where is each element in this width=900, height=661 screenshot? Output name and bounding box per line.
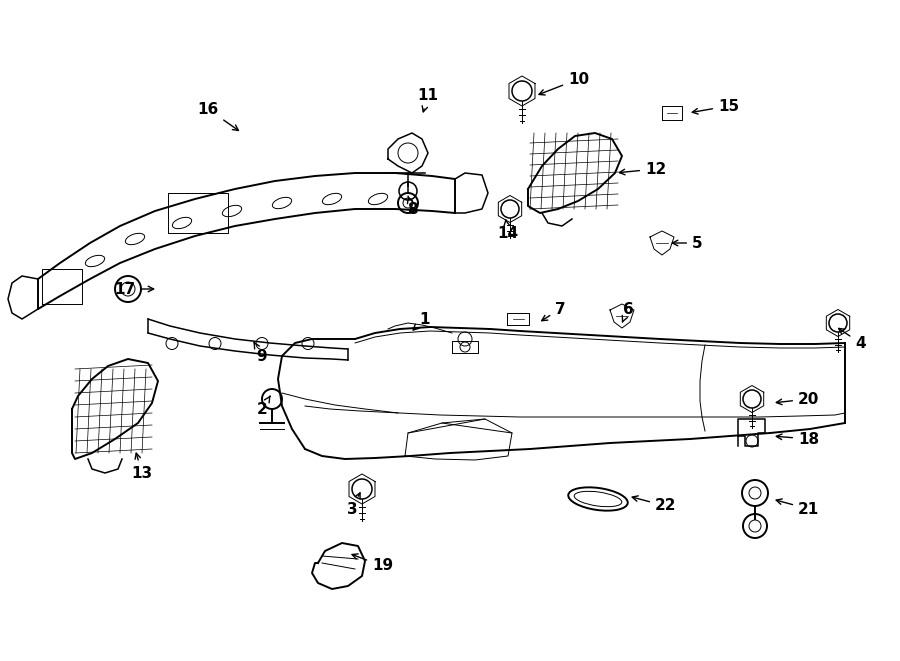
Text: 11: 11 (418, 89, 438, 112)
Text: 12: 12 (619, 161, 666, 176)
Text: 15: 15 (692, 98, 739, 114)
Text: 13: 13 (131, 453, 153, 481)
Text: 20: 20 (777, 391, 819, 407)
Text: 17: 17 (114, 282, 154, 297)
Text: 18: 18 (777, 432, 819, 446)
Text: 16: 16 (197, 102, 238, 130)
Text: 4: 4 (839, 329, 866, 350)
Text: 1: 1 (413, 311, 430, 330)
Text: 21: 21 (776, 499, 819, 516)
Text: 14: 14 (498, 219, 518, 241)
Text: 19: 19 (352, 554, 393, 574)
Text: 22: 22 (632, 496, 677, 514)
Text: 5: 5 (672, 235, 703, 251)
Text: 3: 3 (346, 493, 360, 516)
Text: 8: 8 (407, 196, 418, 217)
Text: 2: 2 (256, 396, 270, 416)
Text: 7: 7 (542, 301, 565, 321)
Text: 9: 9 (254, 342, 267, 364)
Text: 10: 10 (539, 71, 590, 95)
Text: 6: 6 (622, 301, 634, 322)
